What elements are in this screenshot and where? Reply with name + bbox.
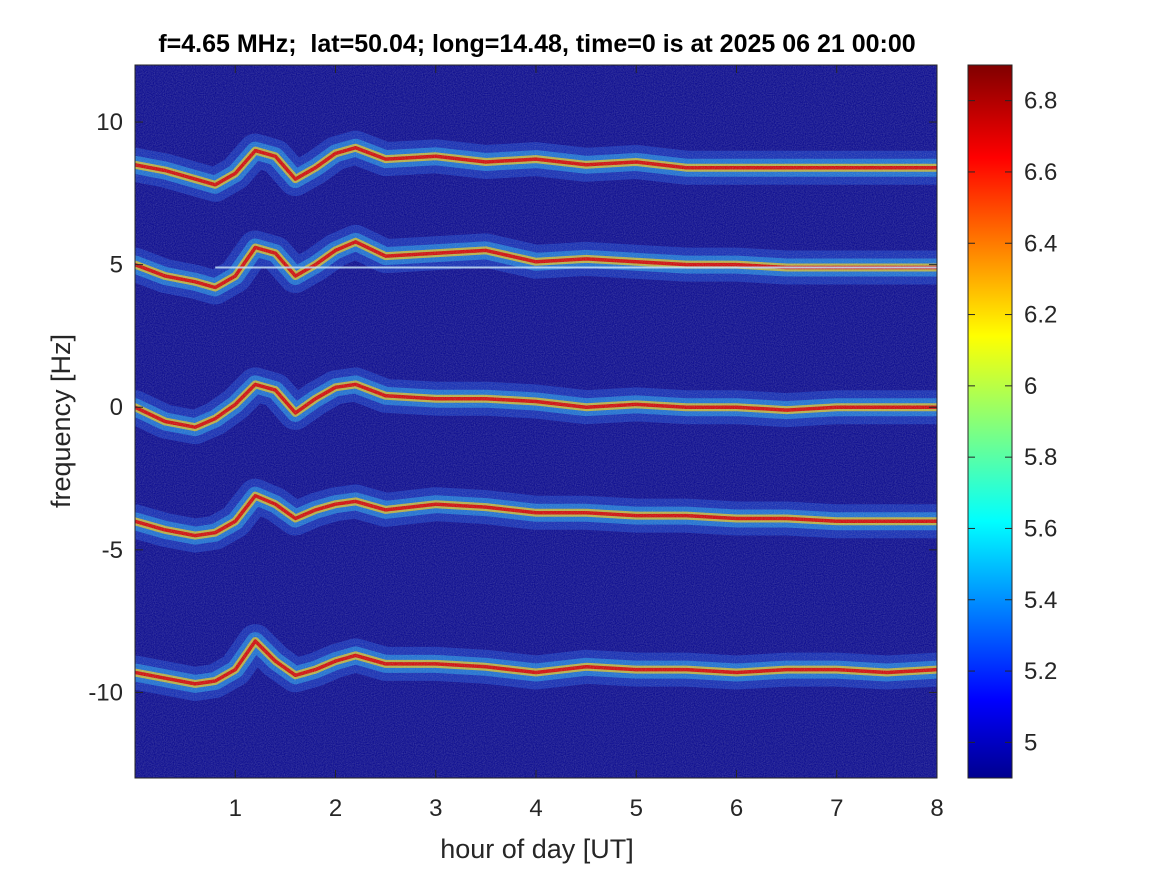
- y-tick-label: 0: [110, 394, 123, 421]
- x-tick-label: 1: [229, 795, 242, 822]
- speckle-overlay: [135, 65, 937, 778]
- colorbar-tick-label: 5.4: [1024, 587, 1057, 614]
- colorbar-ticks: 6.8 6.6 6.4 6.2 6 5.8 5.6 5.4 5.2 5: [968, 88, 1057, 756]
- x-tick-label: 6: [730, 795, 743, 822]
- colorbar: [967, 64, 1013, 779]
- x-tick-label: 8: [930, 795, 943, 822]
- y-tick-label: -5: [102, 537, 123, 564]
- x-tick-label: 4: [529, 795, 542, 822]
- y-tick-label: -10: [88, 679, 123, 706]
- colorbar-tick-label: 5.8: [1024, 444, 1057, 471]
- chart-title: f=4.65 MHz; lat=50.04; long=14.48, time=…: [158, 30, 915, 58]
- trace-layer: [135, 65, 937, 778]
- x-tick-label: 3: [429, 795, 442, 822]
- colorbar-tick-label: 6.2: [1024, 302, 1057, 329]
- x-tick-label: 5: [630, 795, 643, 822]
- colorbar-tick-label: 5: [1024, 729, 1037, 756]
- y-tick-label: 10: [96, 109, 123, 136]
- x-tick-label: 2: [329, 795, 342, 822]
- y-axis-label: frequency [Hz]: [46, 334, 76, 508]
- y-tick-label: 5: [110, 252, 123, 279]
- colorbar-tick-label: 5.2: [1024, 658, 1057, 685]
- colorbar-tick-label: 6.6: [1024, 159, 1057, 186]
- x-axis-ticks: 1 2 3 4 5 6 7 8: [229, 65, 944, 822]
- colorbar-tick-label: 6: [1024, 373, 1037, 400]
- y-axis-ticks: 10 5 0 -5 -10: [88, 109, 937, 706]
- colorbar-tick-label: 5.6: [1024, 515, 1057, 542]
- colorbar-tick-label: 6.8: [1024, 88, 1057, 115]
- x-tick-label: 7: [830, 795, 843, 822]
- colorbar-tick-label: 6.4: [1024, 230, 1057, 257]
- x-axis-label: hour of day [UT]: [440, 834, 634, 864]
